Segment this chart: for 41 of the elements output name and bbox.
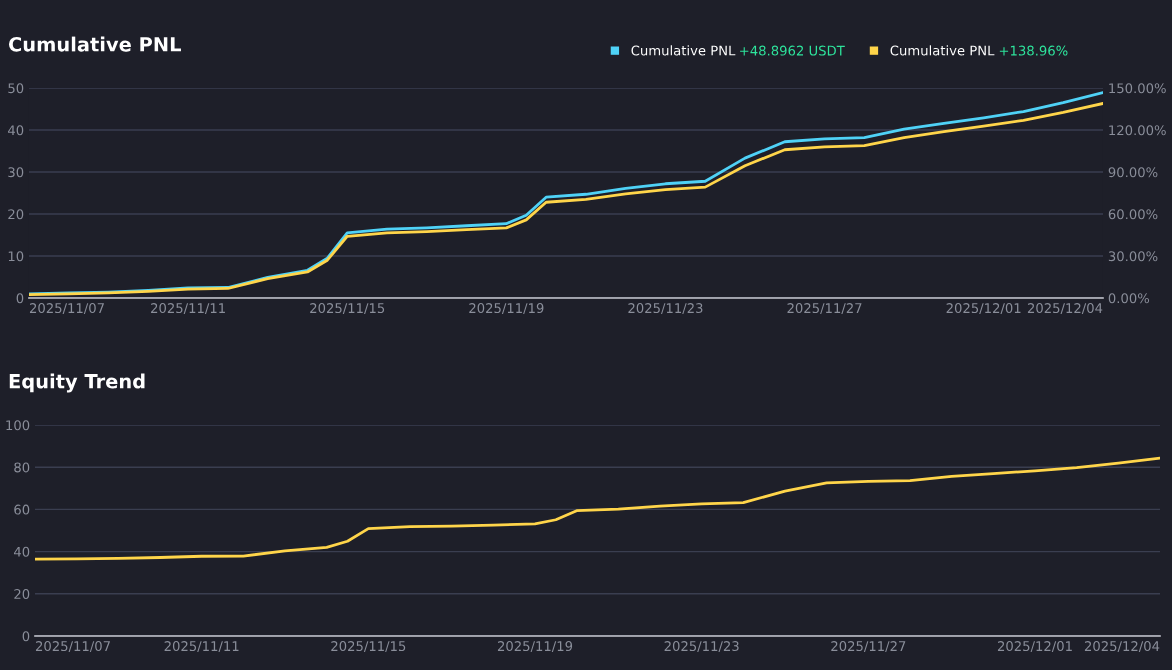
y2-tick-label: 120.00% [1109, 125, 1166, 136]
x-tick-label: 2025/12/04 [1027, 303, 1103, 315]
chart-title: Equity Trend [9, 373, 145, 393]
text: +138.96% [999, 45, 1068, 56]
x-tick-label: 2025/11/15 [310, 303, 385, 315]
y-tick-label: 40 [7, 125, 24, 136]
y-tick-label: 30 [8, 167, 24, 178]
x-tick-label: 2025/11/19 [497, 641, 573, 653]
line-series [35, 456, 1160, 561]
x-tick-label: 2025/11/23 [628, 303, 703, 315]
y-tick-label: 0 [22, 631, 30, 642]
y2-tick-label: 60.00% [1108, 209, 1158, 220]
y2-tick-label: 90.00% [1108, 167, 1158, 178]
x-tick-label: 2025/11/23 [664, 641, 739, 653]
y-tick-label: 20 [14, 589, 30, 599]
x-tick-label: 2025/11/19 [469, 303, 544, 315]
text: +48.8962 USDT [740, 45, 845, 56]
y-tick-label: 10 [8, 251, 24, 262]
y-tick-label: 20 [8, 209, 24, 220]
x-tick-label: 2025/11/11 [164, 641, 239, 653]
x-tick-label: 2025/11/27 [831, 641, 906, 653]
y2-tick-label: 0.00% [1108, 293, 1150, 304]
x-tick-label: 2025/11/07 [35, 641, 110, 653]
y-tick-label: 40 [13, 546, 30, 557]
y-tick-label: 100 [6, 420, 30, 431]
y2-tick-label: 150.00% [1109, 83, 1166, 94]
x-tick-label: 2025/12/04 [1084, 641, 1160, 653]
y-tick-label: 50 [8, 83, 24, 94]
x-tick-label: 2025/11/27 [787, 303, 862, 315]
y-tick-label: 60 [14, 504, 30, 515]
y2-tick-label: 30.00% [1108, 251, 1158, 262]
y-tick-label: 0 [16, 293, 24, 304]
y-tick-label: 80 [14, 462, 30, 473]
legend-label: Cumulative PNL [631, 45, 736, 56]
x-tick-label: 2025/11/07 [29, 303, 104, 315]
x-tick-label: 2025/11/11 [151, 303, 225, 315]
legend-label: Cumulative PNL [890, 45, 995, 56]
x-tick-label: 2025/12/01 [946, 303, 1021, 315]
chart-title: Cumulative PNL [8, 36, 181, 52]
x-tick-label: 2025/11/15 [331, 641, 406, 653]
x-tick-label: 2025/12/01 [997, 641, 1072, 653]
